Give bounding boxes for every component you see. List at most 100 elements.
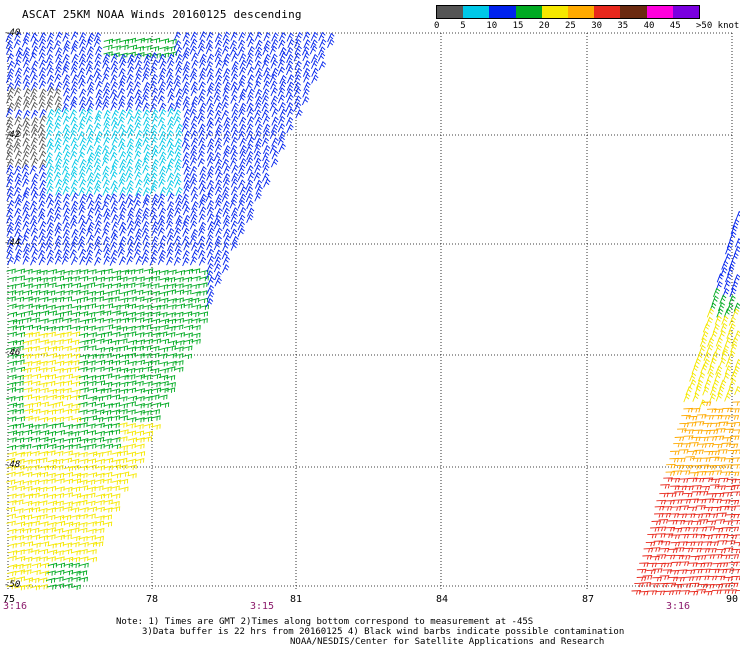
wind-barb (39, 465, 49, 471)
wind-barb (22, 206, 30, 216)
wind-barb (102, 186, 110, 196)
wind-barb (94, 353, 104, 359)
wind-barb (135, 409, 145, 416)
wind-barb (182, 32, 191, 42)
wind-barb (693, 429, 703, 435)
wind-barb (46, 46, 54, 56)
wind-barb (650, 547, 661, 552)
wind-barb (327, 32, 335, 42)
wind-barb (302, 52, 310, 62)
wind-barb (229, 39, 238, 49)
wind-barb (119, 186, 127, 196)
wind-barb (166, 312, 176, 318)
wind-barb (7, 311, 18, 318)
wind-barb (158, 80, 167, 90)
wind-barb (46, 485, 57, 492)
wind-barb (729, 554, 740, 559)
wind-barb (239, 59, 247, 69)
wind-barb (173, 116, 182, 126)
wind-barb (175, 60, 183, 70)
wind-barb (38, 548, 49, 555)
wind-barb (103, 213, 111, 223)
wind-barb (166, 80, 174, 90)
wind-barb (270, 59, 278, 69)
wind-barb (62, 408, 73, 415)
wind-barb (207, 220, 215, 231)
wind-barb (103, 207, 111, 217)
wind-barb (642, 575, 653, 580)
wind-barb (54, 515, 65, 521)
wind-barb (149, 102, 158, 112)
wind-barb (667, 492, 677, 498)
wind-barb (70, 136, 78, 147)
wind-barb (230, 81, 238, 91)
wind-barb (645, 541, 656, 547)
wind-barb (55, 478, 65, 484)
wind-barb (46, 507, 56, 513)
wind-barb (189, 220, 198, 230)
wind-barb (38, 457, 48, 463)
wind-barb (54, 275, 65, 281)
wind-barb (706, 520, 717, 526)
wind-barb (54, 130, 63, 140)
wind-barb (63, 569, 74, 576)
wind-barb (31, 116, 39, 127)
wind-barb (14, 165, 22, 175)
wind-barb (110, 179, 118, 190)
wind-barb (672, 470, 683, 475)
wind-barb (727, 589, 737, 594)
wind-barb (726, 422, 736, 428)
wind-barb (222, 256, 231, 266)
wind-barb (223, 214, 231, 224)
wind-barb (63, 360, 73, 366)
wind-barb (141, 94, 149, 104)
wind-barb (93, 122, 102, 132)
wind-barb (95, 506, 105, 513)
wind-barb (198, 73, 206, 83)
wind-barb (22, 374, 32, 380)
wind-barb (223, 116, 231, 126)
wind-barb (86, 437, 96, 444)
wind-barb (53, 401, 64, 407)
wind-barb (670, 485, 680, 491)
wind-barb (78, 102, 87, 112)
wind-barb (197, 115, 206, 125)
wind-barb (39, 570, 50, 576)
wind-barb (726, 386, 734, 396)
wind-barb (46, 221, 55, 232)
wind-barb (189, 234, 198, 244)
wind-barb (191, 318, 201, 324)
wind-barb (78, 416, 89, 423)
wind-barb (159, 151, 167, 161)
wind-barb (94, 200, 102, 210)
wind-barb (119, 200, 127, 210)
wind-barb (85, 164, 94, 174)
wind-barb (118, 67, 126, 77)
wind-barb (78, 429, 88, 436)
wind-barb (720, 471, 731, 476)
wind-barb (30, 88, 38, 98)
wind-barb (150, 109, 159, 119)
wind-barb (39, 318, 49, 324)
wind-barb (13, 101, 22, 111)
wind-barb (103, 443, 113, 449)
wind-barb (198, 256, 207, 266)
wind-barb (63, 207, 71, 217)
wind-barb (23, 283, 33, 289)
wind-barb (319, 38, 327, 48)
wind-barb (71, 576, 81, 582)
wind-barb (239, 144, 247, 154)
wind-barb (62, 345, 72, 352)
wind-barb (39, 339, 49, 345)
wind-barb (222, 31, 230, 41)
wind-barb (63, 403, 73, 409)
wind-barb (54, 317, 64, 323)
wind-barb (189, 297, 200, 304)
wind-barb (63, 289, 73, 296)
wind-barb (103, 430, 114, 436)
wind-barb (31, 472, 42, 478)
wind-barb (71, 375, 81, 381)
wind-barb (174, 289, 184, 295)
wind-barb (230, 185, 239, 196)
wind-barb (181, 200, 190, 210)
